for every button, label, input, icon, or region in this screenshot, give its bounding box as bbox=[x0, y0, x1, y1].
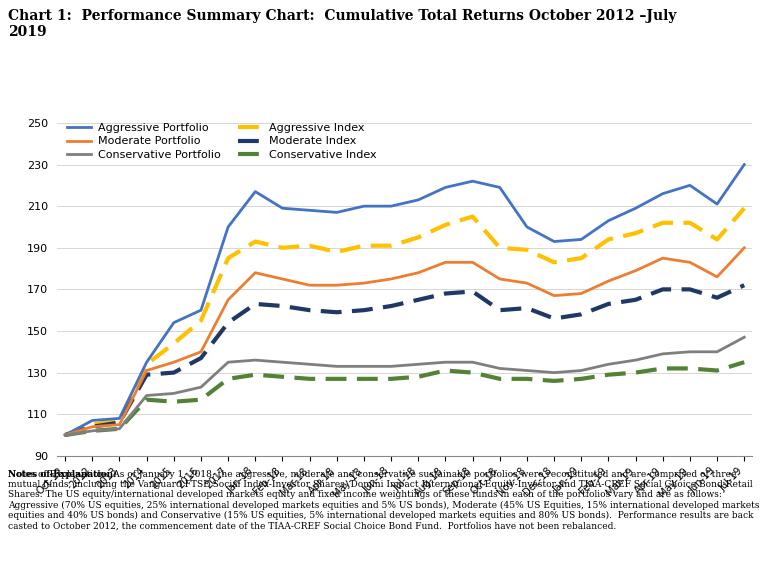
Legend: Aggressive Portfolio, Moderate Portfolio, Conservative Portfolio, Aggressive Ind: Aggressive Portfolio, Moderate Portfolio… bbox=[62, 118, 381, 165]
Text: Notes of Explanation:: Notes of Explanation: bbox=[8, 470, 116, 478]
Text: Notes of Explanation:  As of January 1, 2018, the aggressive, moderate and conse: Notes of Explanation: As of January 1, 2… bbox=[8, 470, 759, 531]
Text: Chart 1:  Performance Summary Chart:  Cumulative Total Returns October 2012 –Jul: Chart 1: Performance Summary Chart: Cumu… bbox=[8, 9, 676, 39]
